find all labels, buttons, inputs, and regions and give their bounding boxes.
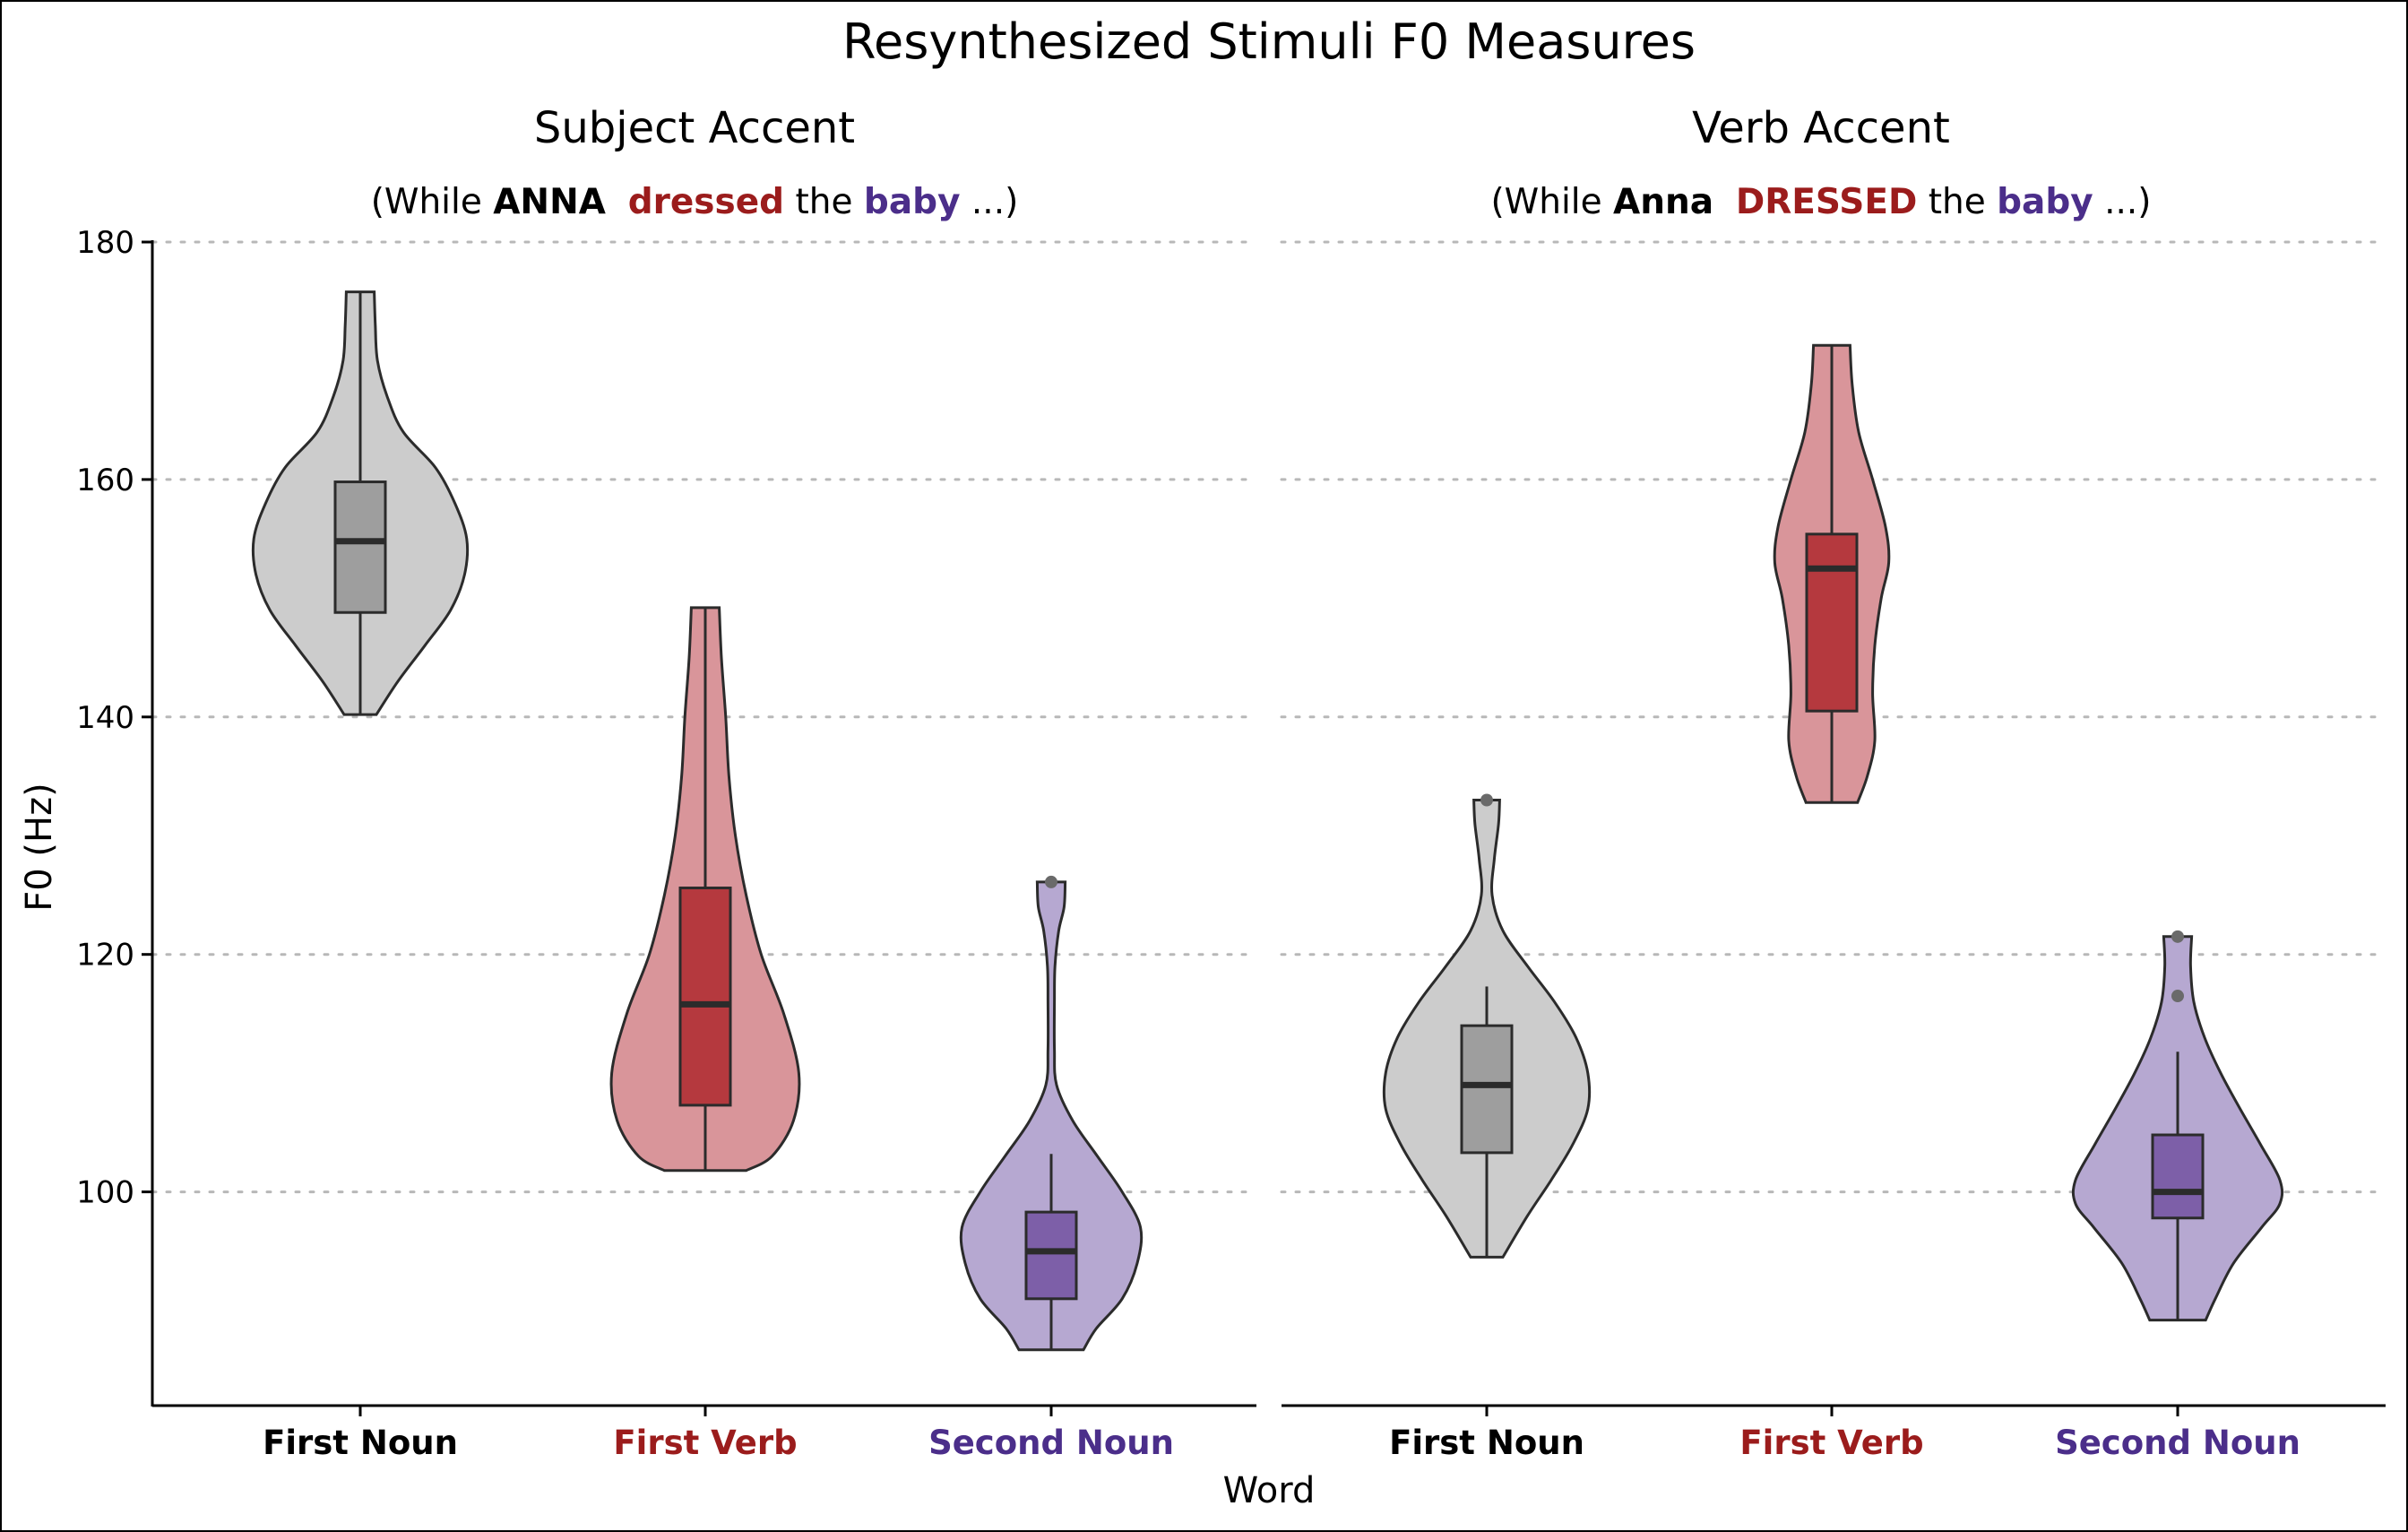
violin-first-noun bbox=[1382, 793, 1592, 1259]
panel-verb-accent: Verb Accent (While Anna DRESSED the baby… bbox=[1280, 103, 2387, 1462]
subtitle-segment: the bbox=[1917, 182, 1997, 222]
subtitle-segment: (While bbox=[1490, 182, 1613, 222]
chart-title: Resynthesized Stimuli F0 Measures bbox=[842, 13, 1696, 70]
violin-first-verb bbox=[609, 606, 801, 1173]
plot-area bbox=[1382, 343, 2284, 1322]
plot-area bbox=[251, 290, 1144, 1352]
box-iqr bbox=[333, 480, 387, 614]
panel-title: Subject Accent bbox=[534, 103, 855, 153]
y-tick-label: 160 bbox=[76, 463, 134, 498]
box-iqr bbox=[678, 887, 732, 1107]
box-iqr bbox=[1460, 1024, 1514, 1155]
x-axis: First Noun First Verb Second Noun bbox=[152, 1404, 1256, 1462]
panel-subject-accent: Subject Accent (While ANNA dressed the b… bbox=[76, 103, 1258, 1462]
subtitle-segment: baby bbox=[864, 182, 961, 222]
subtitle-segment: ...) bbox=[961, 182, 1019, 222]
subtitle-segment: ANNA bbox=[493, 182, 606, 222]
box-iqr bbox=[2151, 1133, 2205, 1220]
subtitle-segment: (While bbox=[371, 182, 494, 222]
violin-second-noun bbox=[959, 875, 1144, 1352]
subtitle-segment: baby bbox=[1997, 182, 2093, 222]
panel-subtitle: (While Anna DRESSED the baby ...) bbox=[1490, 182, 2151, 222]
x-axis-title: Word bbox=[1223, 1470, 1316, 1511]
violin-second-noun bbox=[2071, 930, 2284, 1322]
x-tick-label-first-noun: First Noun bbox=[263, 1424, 458, 1462]
y-tick-label: 180 bbox=[76, 225, 134, 261]
violin-first-verb bbox=[1773, 343, 1891, 804]
outlier-point bbox=[1480, 793, 1493, 807]
subtitle-segment: ...) bbox=[2093, 182, 2152, 222]
violin-first-noun bbox=[251, 290, 470, 716]
outlier-point bbox=[2171, 930, 2184, 943]
subtitle-segment bbox=[1713, 182, 1736, 222]
panel-title: Verb Accent bbox=[1692, 103, 1950, 153]
outlier-point bbox=[1045, 875, 1057, 888]
violin-shape bbox=[959, 880, 1144, 1352]
y-axis: 100 120 140 160 180 bbox=[76, 225, 154, 1406]
box-iqr bbox=[1805, 532, 1859, 713]
x-tick-label-first-noun: First Noun bbox=[1389, 1424, 1584, 1462]
y-tick-label: 100 bbox=[76, 1175, 134, 1211]
box-iqr bbox=[1024, 1210, 1078, 1301]
y-tick-label: 120 bbox=[76, 938, 134, 974]
subtitle-segment: DRESSED bbox=[1736, 182, 1917, 222]
subtitle-segment: Anna bbox=[1613, 182, 1713, 222]
subtitle-segment: dressed bbox=[628, 182, 784, 222]
panel-subtitle: (While ANNA dressed the baby ...) bbox=[371, 182, 1019, 222]
outlier-point bbox=[2171, 990, 2184, 1003]
subtitle-segment: the bbox=[784, 182, 864, 222]
x-axis: First Noun First Verb Second Noun bbox=[1282, 1404, 2386, 1462]
y-tick-label: 140 bbox=[76, 700, 134, 736]
x-tick-label-second-noun: Second Noun bbox=[2055, 1424, 2300, 1462]
x-tick-label-first-verb: First Verb bbox=[613, 1424, 797, 1462]
y-axis-title: F0 (Hz) bbox=[19, 783, 60, 911]
subtitle-segment bbox=[606, 182, 628, 222]
x-tick-label-second-noun: Second Noun bbox=[928, 1424, 1174, 1462]
x-tick-label-first-verb: First Verb bbox=[1739, 1424, 1923, 1462]
